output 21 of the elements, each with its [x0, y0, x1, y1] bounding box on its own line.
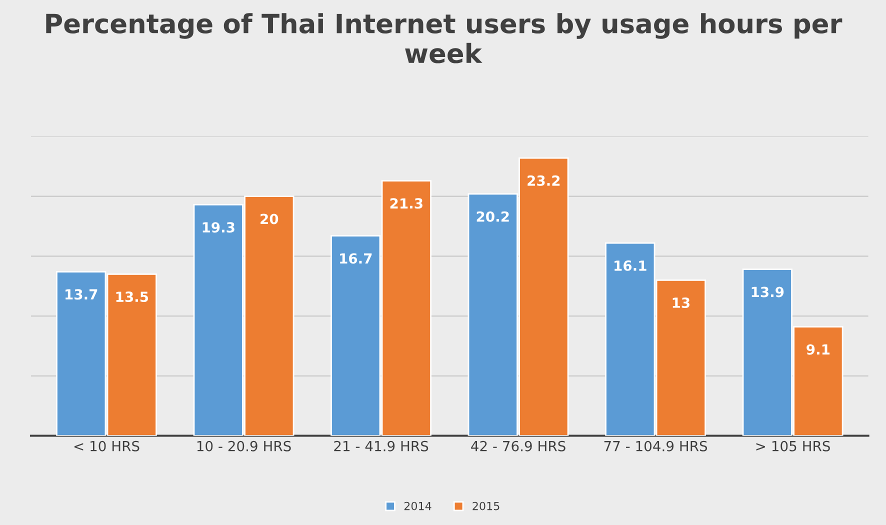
legend-label: 2014: [404, 502, 432, 510]
data-label: 16.1: [614, 260, 646, 271]
data-label: 19.3: [202, 222, 234, 233]
data-label: 13.7: [66, 289, 98, 300]
x-tick-label: > 105 HRS: [756, 440, 830, 452]
x-tick-label: 10 - 20.9 HRS: [197, 440, 291, 452]
data-label: 20.2: [476, 211, 509, 222]
x-tick-label: 21 - 41.9 HRS: [334, 440, 428, 452]
chart-title: Percentage of Thai Internet users by usage hours per week: [46, 13, 842, 64]
x-tick-label: 77 - 104.9 HRS: [604, 440, 708, 452]
data-label: 20: [260, 214, 278, 224]
data-label: 13.9: [752, 286, 784, 298]
data-label: 21.3: [390, 198, 422, 209]
legend-label: 2015: [472, 502, 500, 510]
data-label: 16.7: [340, 253, 372, 264]
data-label: 23.2: [528, 175, 560, 186]
data-label: 13: [672, 298, 690, 308]
x-tick-label: 42 - 76.9 HRS: [471, 440, 566, 452]
data-label: 13.5: [116, 292, 148, 302]
x-tick-label: < 10 HRS: [74, 440, 140, 452]
data-label: 9.1: [806, 344, 830, 355]
